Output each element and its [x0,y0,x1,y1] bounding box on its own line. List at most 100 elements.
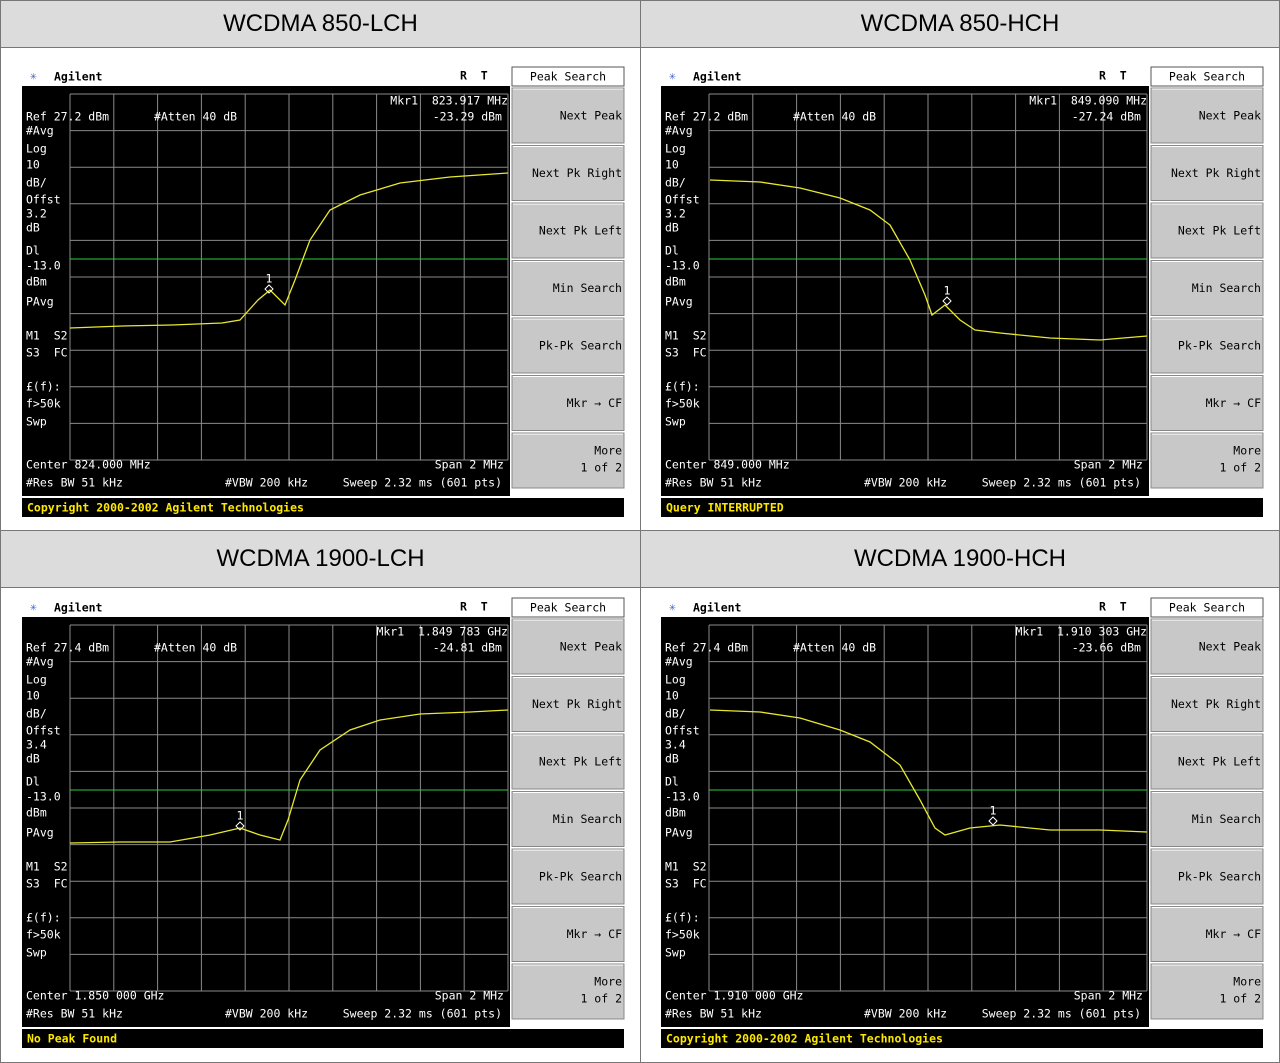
softkey[interactable] [511,963,625,1020]
softkey[interactable] [511,375,625,431]
softkey[interactable] [1150,260,1264,316]
side-label: M1 S2 [26,860,68,874]
softkey-label: Mkr → CF [567,396,622,410]
side-label: -13.0 [665,790,700,804]
softkey-label: Next Peak [1199,109,1261,123]
softkey[interactable] [1150,87,1264,144]
softkey-label: Mkr → CF [1206,396,1261,410]
softkey-label: Next Pk Right [532,697,622,711]
softkey-label: Min Search [1192,281,1261,295]
softkey[interactable] [511,260,625,316]
softkey[interactable] [1150,791,1264,847]
softkey[interactable] [1150,906,1264,962]
analyzer-screen: ✳ Agilent R T Peak Search 1 Mkr1 1.910 303 GH… [661,597,1265,1049]
softkey[interactable] [1150,963,1264,1020]
softkey[interactable] [511,848,625,905]
side-label: Swp [26,415,47,429]
marker-level: -27.24 dBm [1072,110,1141,124]
softkey-label: Min Search [553,281,622,295]
attenuation: #Atten 40 dB [793,641,876,655]
span: Span 2 MHz [1074,458,1143,472]
side-label: S3 FC [665,346,707,360]
analyzer-screen: ✳ Agilent R T Peak Search 1 Mkr1 1.849 783 GH… [22,597,626,1049]
marker-level: -24.81 dBm [433,641,502,655]
softkey[interactable] [511,791,625,847]
marker [264,284,274,294]
side-label: Log [665,673,686,687]
softkey[interactable] [1150,145,1264,201]
softkey[interactable] [511,87,625,144]
side-label: dB/ [665,176,686,190]
panel-title: WCDMA 1900-LCH [0,530,641,588]
side-label: Log [26,142,47,156]
sweep: Sweep 2.32 ms (601 pts) [982,1007,1141,1021]
res-bw: #Res BW 51 kHz [665,476,762,490]
status-text: No Peak Found [27,1032,117,1046]
marker-level: -23.66 dBm [1072,641,1141,655]
softkey[interactable] [1150,618,1264,675]
softkey-label: Min Search [553,812,622,826]
softkey[interactable] [511,145,625,201]
softkey[interactable] [511,202,625,259]
marker-label: 1 [944,284,951,298]
softkey[interactable] [1150,676,1264,732]
softkey[interactable] [1150,317,1264,374]
brand: Agilent [54,601,103,615]
softkey-page: 1 of 2 [580,992,622,1006]
marker-label: 1 [266,272,273,286]
marker-freq: Mkr1 849.090 MHz [1029,94,1147,108]
sweep: Sweep 2.32 ms (601 pts) [343,1007,502,1021]
side-label: #Avg [26,124,54,138]
softkey[interactable] [511,676,625,732]
softkey-label: More [594,444,622,458]
softkey[interactable] [511,432,625,489]
softkey-label: Next Peak [1199,640,1261,654]
softkey[interactable] [511,618,625,675]
side-label: PAvg [26,826,54,840]
trace [69,709,509,844]
side-label: dB [665,752,679,766]
side-label: £(f): [26,380,61,394]
side-label: 10 [26,158,40,172]
softkey[interactable] [1150,202,1264,259]
softkey[interactable] [511,906,625,962]
softkey-label: Min Search [1192,812,1261,826]
marker-level: -23.29 dBm [433,110,502,124]
softkey[interactable] [1150,848,1264,905]
marker [942,296,952,306]
status-bar [661,1029,1263,1048]
softkey[interactable] [511,317,625,374]
side-label: #Avg [26,655,54,669]
indicators: R T [1099,69,1127,83]
side-label: Swp [665,415,686,429]
marker-freq: Mkr1 1.910 303 GHz [1015,625,1147,639]
status-text: Copyright 2000-2002 Agilent Technologies [666,1032,943,1046]
side-label: dB [665,221,679,235]
side-label: Swp [26,946,47,960]
span: Span 2 MHz [435,458,504,472]
marker [235,821,245,831]
side-label: 3.2 [26,207,47,221]
side-label: dB [26,752,40,766]
sweep: Sweep 2.32 ms (601 pts) [982,476,1141,490]
panel-title: WCDMA 850-LCH [0,0,641,48]
side-label: -13.0 [26,259,61,273]
menu-title-box [511,66,625,87]
softkey[interactable] [1150,432,1264,489]
side-label: f>50k [26,928,61,942]
center-freq: Center 849.000 MHz [665,458,790,472]
side-label: f>50k [26,397,61,411]
menu-title-box [511,597,625,618]
center-freq: Center 1.910 000 GHz [665,989,803,1003]
softkey[interactable] [511,733,625,790]
softkey[interactable] [1150,733,1264,790]
softkey-label: Next Peak [560,640,622,654]
softkey[interactable] [1150,375,1264,431]
status-text: Query INTERRUPTED [666,501,784,515]
softkey-page: 1 of 2 [1219,992,1261,1006]
panel-title: WCDMA 1900-HCH [640,530,1280,588]
res-bw: #Res BW 51 kHz [26,1007,123,1021]
softkey-label: Pk-Pk Search [539,339,622,353]
marker [988,816,998,826]
indicators: R T [1099,600,1127,614]
